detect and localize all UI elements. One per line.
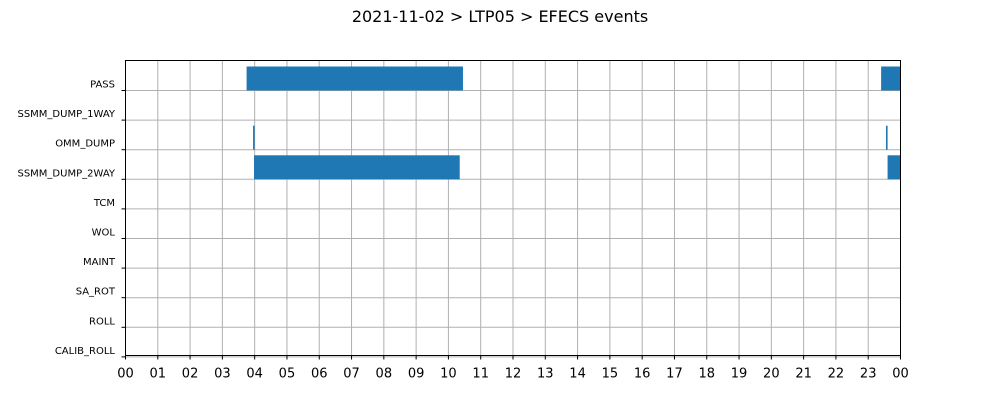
- x-tick-label: 21: [795, 367, 812, 382]
- x-tick-label: 00: [117, 367, 134, 382]
- x-tick-label: 13: [537, 367, 554, 382]
- x-tick-label: 02: [182, 367, 199, 382]
- x-tick-label: 16: [634, 367, 651, 382]
- y-tick-label: CALIB_ROLL: [55, 346, 116, 357]
- x-tick-label: 12: [505, 367, 522, 382]
- y-tick-label: MAINT: [83, 257, 116, 268]
- x-tick-label: 22: [828, 367, 845, 382]
- x-tick-label: 07: [343, 367, 360, 382]
- x-tick-label: 06: [311, 367, 328, 382]
- event-bar: [246, 66, 463, 91]
- x-tick-label: 03: [214, 367, 231, 382]
- plot-frame: [125, 60, 901, 356]
- x-tick-label: 19: [731, 367, 748, 382]
- x-tick-label: 14: [569, 367, 586, 382]
- axes: 00 01 02 03 04 05 06 07 08 09 10 11 12 13 14 15 16 17 18 19…: [17, 80, 908, 382]
- x-tick-label: 15: [602, 367, 619, 382]
- y-tick-label: PASS: [90, 80, 115, 91]
- grid: [125, 60, 901, 358]
- event-bar: [881, 66, 901, 91]
- x-tick-label: 01: [150, 367, 167, 382]
- y-tick-label: SSMM_DUMP_1WAY: [17, 109, 115, 120]
- chart-title: 2021-11-02 > LTP05 > EFECS events: [352, 7, 648, 26]
- y-tick-label: WOL: [92, 228, 116, 239]
- y-tick-label: SSMM_DUMP_2WAY: [17, 168, 115, 179]
- event-bar: [254, 155, 460, 180]
- x-tick-label: 04: [246, 367, 263, 382]
- x-tick-label: 10: [440, 367, 457, 382]
- x-tick-label: 00: [892, 367, 909, 382]
- x-tick-label: 08: [376, 367, 393, 382]
- x-tick-label: 18: [698, 367, 715, 382]
- y-tick-label: ROLL: [89, 316, 115, 327]
- event-bar: [253, 125, 255, 150]
- x-tick-label: 23: [860, 367, 877, 382]
- x-tick-label: 05: [279, 367, 296, 382]
- y-tick-label: OMM_DUMP: [55, 139, 115, 150]
- x-tick-label: 11: [472, 367, 489, 382]
- x-tick-label: 09: [408, 367, 425, 382]
- y-tick-label: TCM: [93, 198, 115, 209]
- event-bar: [885, 125, 888, 150]
- x-tick-label: 20: [763, 367, 780, 382]
- x-tick-label: 17: [666, 367, 683, 382]
- y-tick-label: SA_ROT: [76, 287, 116, 298]
- event-bar: [887, 155, 901, 180]
- event-bars: [246, 66, 901, 180]
